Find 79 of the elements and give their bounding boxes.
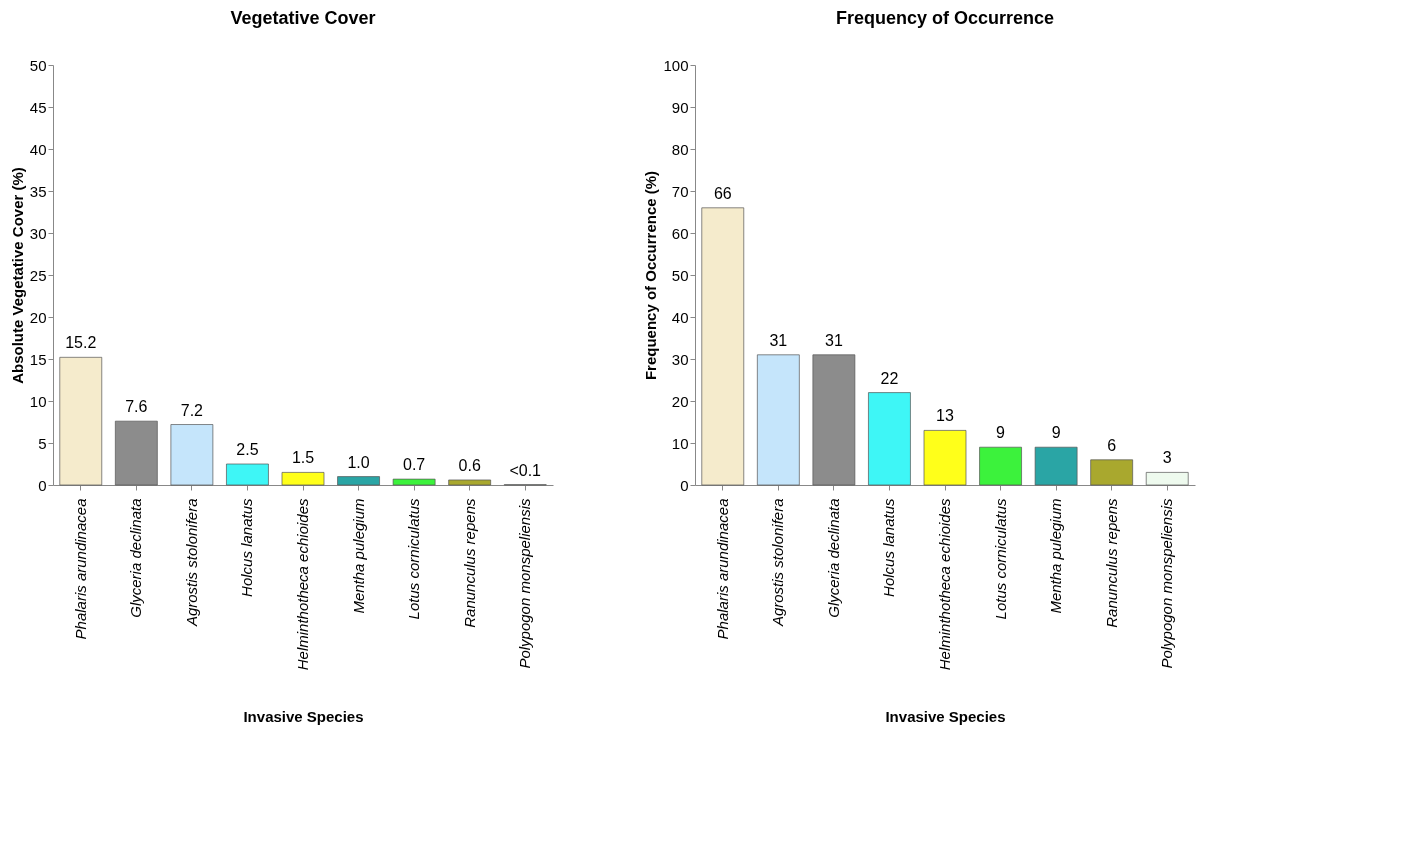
y-tick-label: 40 xyxy=(671,308,689,326)
y-tick-label: 0 xyxy=(680,476,689,494)
bar xyxy=(448,479,492,486)
y-tick-label: 5 xyxy=(38,434,47,452)
x-tick-label: Holcus lanatus xyxy=(880,498,898,597)
chart-title: Frequency of Occurrence xyxy=(835,8,1055,28)
data-label: 7.6 xyxy=(125,398,148,416)
data-label: 0.7 xyxy=(402,456,426,474)
x-axis-title: Invasive Species xyxy=(885,708,1006,726)
bar xyxy=(868,392,911,486)
x-tick-label: Helminthotheca echioides xyxy=(936,498,953,671)
bar xyxy=(226,463,269,486)
data-label: 7.2 xyxy=(180,401,204,419)
x-tick-label: Mentha pulegium xyxy=(349,498,367,614)
bar xyxy=(59,356,103,486)
data-label: 1.5 xyxy=(291,449,315,467)
y-tick-label: 100 xyxy=(663,56,689,74)
x-tick-label: Glyceria declinata xyxy=(824,498,842,618)
y-tick-label: 80 xyxy=(671,140,689,158)
x-tick-label: Phalaris arundinacea xyxy=(713,498,731,640)
x-tick-label: Polypogon monspeliensis xyxy=(1158,498,1176,669)
bar xyxy=(392,478,436,486)
x-tick-label: Agrostis stolonifera xyxy=(769,498,787,628)
y-tick-label: 15 xyxy=(29,350,47,368)
bar xyxy=(1090,459,1134,486)
y-tick-label: 25 xyxy=(29,266,47,284)
bar xyxy=(170,424,214,486)
data-label: 0.6 xyxy=(458,456,481,474)
x-tick-label: Polypogon monspeliensis xyxy=(516,498,534,669)
data-label: 66 xyxy=(713,184,732,202)
y-tick-label: 50 xyxy=(29,56,47,74)
bar xyxy=(281,472,325,486)
bar xyxy=(1034,446,1078,486)
bar xyxy=(1145,472,1189,486)
x-tick-label: Ranunculus repens xyxy=(1102,498,1120,628)
y-tick-label: 60 xyxy=(671,224,689,242)
data-label: 1.0 xyxy=(347,453,370,471)
y-tick-label: 10 xyxy=(671,434,689,452)
data-label: 22 xyxy=(880,369,899,387)
x-tick-label: Mentha pulegium xyxy=(1047,498,1065,614)
x-tick-label: Helminthotheca echioides xyxy=(294,498,311,671)
data-label: 6 xyxy=(1107,436,1117,454)
data-label: 13 xyxy=(936,407,954,425)
y-tick-label: 45 xyxy=(29,98,47,116)
y-tick-label: 20 xyxy=(671,392,689,410)
x-tick-label: Ranunculus repens xyxy=(460,498,478,628)
x-tick-label: Glyceria declinata xyxy=(127,498,145,618)
bar xyxy=(756,354,800,486)
x-axis-title: Invasive Species xyxy=(243,708,364,726)
bar xyxy=(337,476,380,486)
y-tick-label: 70 xyxy=(671,182,689,200)
bar xyxy=(923,430,967,486)
data-label: 2.5 xyxy=(236,441,259,458)
y-tick-label: 50 xyxy=(671,266,689,284)
data-label: 15.2 xyxy=(65,334,97,352)
y-tick-label: 35 xyxy=(29,182,47,200)
data-label: 9 xyxy=(1051,424,1061,442)
y-axis-title: Frequency of Occurrence (%) xyxy=(642,170,660,381)
y-tick-label: 0 xyxy=(38,476,47,494)
y-tick-label: 30 xyxy=(671,350,689,368)
y-tick-label: 90 xyxy=(671,98,689,116)
y-tick-label: 40 xyxy=(29,140,47,158)
data-label: 9 xyxy=(996,424,1006,442)
bar xyxy=(701,207,745,486)
x-tick-label: Holcus lanatus xyxy=(238,498,256,597)
y-tick-label: 10 xyxy=(29,392,47,410)
x-tick-label: Phalaris arundinacea xyxy=(71,498,89,640)
x-tick-label: Agrostis stolonifera xyxy=(182,498,200,628)
data-label: 31 xyxy=(824,331,843,349)
chart-title: Vegetative Cover xyxy=(230,8,376,28)
y-tick-label: 30 xyxy=(29,224,47,242)
data-label: <0.1 xyxy=(509,461,542,479)
y-axis-title: Absolute Vegetative Cover (%) xyxy=(8,167,26,384)
bar xyxy=(979,446,1022,486)
y-tick-label: 20 xyxy=(29,308,47,326)
x-tick-label: Lotus corniculatus xyxy=(405,498,423,620)
x-tick-label: Lotus corniculatus xyxy=(991,498,1009,620)
data-label: 31 xyxy=(769,331,788,349)
data-label: 3 xyxy=(1162,449,1172,467)
